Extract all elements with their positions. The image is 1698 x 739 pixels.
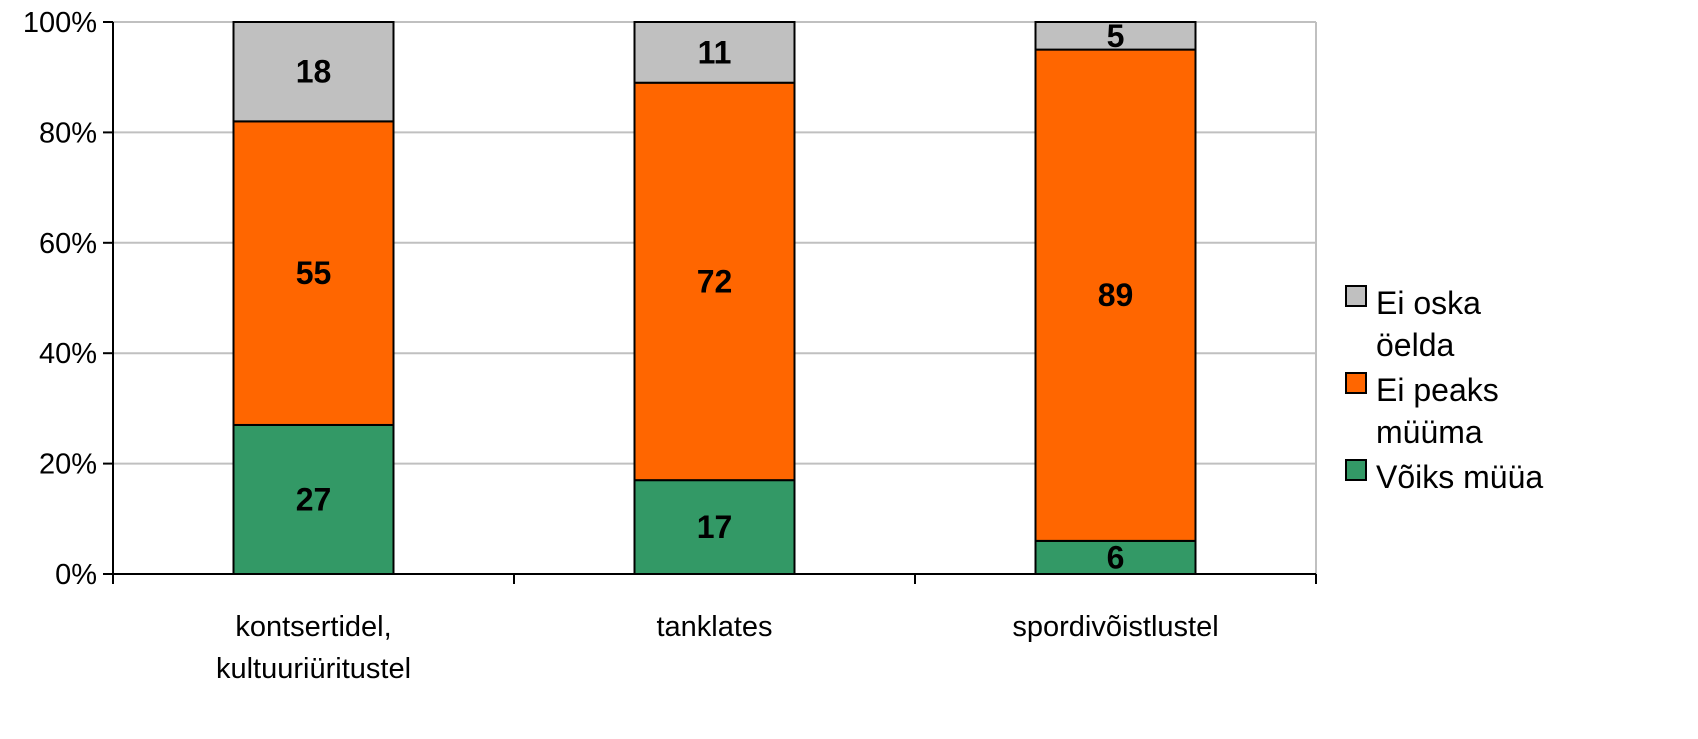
legend-label: müüma xyxy=(1376,414,1483,450)
data-label: 72 xyxy=(697,263,733,299)
bar-segment xyxy=(633,21,796,84)
bar-segment xyxy=(232,21,395,123)
legend-label: Ei oska xyxy=(1376,285,1481,321)
x-category-label: spordivõistlustel xyxy=(1012,611,1218,643)
x-category-label: kontsertidel, xyxy=(235,611,391,643)
legend-swatch xyxy=(1345,372,1367,394)
data-label: 55 xyxy=(296,255,332,291)
legend-label: Ei peaks xyxy=(1376,372,1499,408)
bars xyxy=(232,21,1197,576)
legend-swatch xyxy=(1345,285,1367,307)
data-label: 27 xyxy=(296,481,332,517)
x-category-label: tanklates xyxy=(656,611,772,643)
legend-swatch xyxy=(1345,459,1367,481)
y-axis-ticks: 0% 20% 40% 60% 80% 100% xyxy=(23,7,113,591)
legend-label: Võiks müüa xyxy=(1376,459,1543,495)
bar-segment xyxy=(1034,48,1197,542)
data-labels: 27 55 18 17 72 11 6 89 5 xyxy=(296,18,1134,576)
data-label: 5 xyxy=(1107,18,1125,54)
x-category-label: kultuuriüritustel xyxy=(216,653,411,685)
y-tick-label: 60% xyxy=(39,228,97,260)
bar-segment xyxy=(633,81,796,482)
y-tick-label: 0% xyxy=(55,559,97,591)
data-label: 18 xyxy=(296,54,332,90)
bar-segment xyxy=(1034,539,1197,576)
legend: Ei oska öelda Ei peaks müüma Võiks müüa xyxy=(1345,285,1543,495)
data-label: 17 xyxy=(697,509,733,545)
bar-segment xyxy=(1034,21,1197,51)
axes xyxy=(112,22,1317,584)
y-tick-label: 100% xyxy=(23,7,97,39)
x-axis-categories: kontsertidel, kultuuriüritustel tanklates s… xyxy=(216,611,1219,685)
data-label: 11 xyxy=(698,34,732,70)
bar-segment xyxy=(232,120,395,426)
data-label: 89 xyxy=(1098,277,1134,313)
y-tick-label: 80% xyxy=(39,117,97,149)
legend-label: öelda xyxy=(1376,327,1455,363)
data-label: 6 xyxy=(1107,539,1125,575)
y-tick-label: 20% xyxy=(39,449,97,481)
y-tick-label: 40% xyxy=(39,338,97,370)
